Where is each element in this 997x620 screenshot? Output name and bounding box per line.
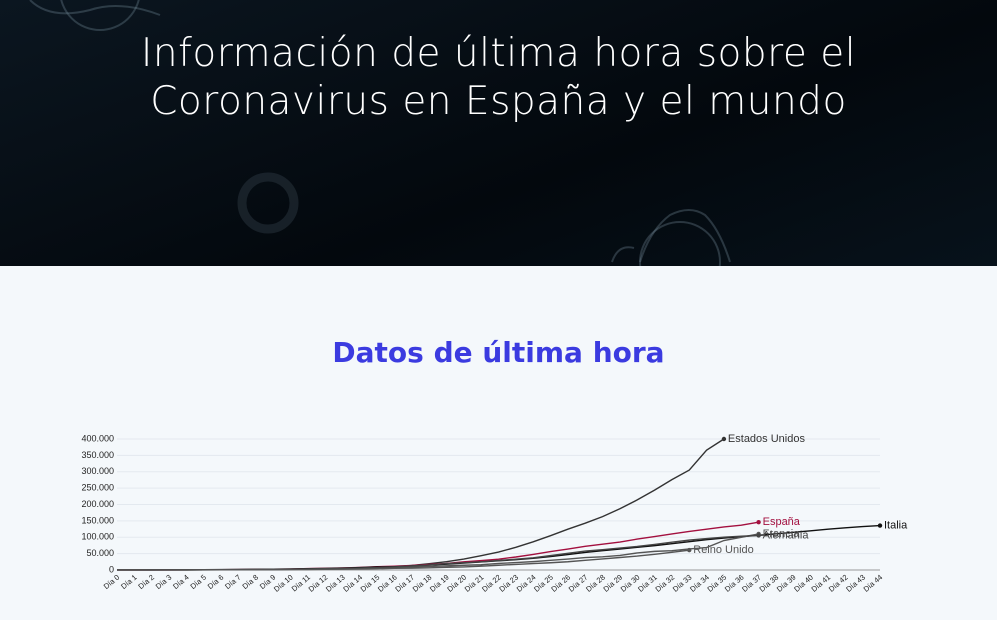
- y-tick-label: 150.000: [81, 515, 114, 525]
- y-tick-label: 0: [109, 564, 114, 574]
- x-tick-label: Día 7: [223, 573, 243, 591]
- hero-decoration: [29, 0, 731, 266]
- end-point: [756, 519, 761, 525]
- y-tick-label: 400.000: [81, 433, 114, 443]
- series-line: [116, 549, 690, 571]
- series-end-label: Reino Unido: [693, 544, 754, 556]
- y-tick-label: 200.000: [81, 499, 114, 509]
- x-tick-label: Día 0: [102, 573, 122, 591]
- x-tick-label: Día 6: [206, 573, 226, 591]
- hero-title: Información de última hora sobre el Coro…: [0, 30, 997, 126]
- x-tick-label: Día 3: [154, 573, 174, 591]
- y-tick-label: 300.000: [81, 466, 114, 476]
- hero-title-text: Información de última hora sobre el Coro…: [140, 31, 857, 124]
- section-title: Datos de última hora: [332, 336, 665, 369]
- x-tick-label: Día 1: [119, 573, 139, 591]
- end-point: [877, 523, 883, 528]
- series-end-label: Francia: [763, 528, 801, 540]
- end-point: [721, 436, 727, 442]
- y-tick-label: 100.000: [81, 532, 114, 542]
- x-tick-label: Día 2: [136, 573, 156, 591]
- x-tick-label: Día 44: [862, 573, 885, 594]
- series-end-label: Italia: [884, 519, 908, 531]
- x-tick-label: Día 10: [272, 573, 295, 594]
- y-tick-label: 50.000: [86, 548, 114, 558]
- series-end-label: Estados Unidos: [728, 433, 806, 445]
- end-point: [756, 533, 761, 538]
- y-tick-label: 350.000: [81, 450, 114, 460]
- x-tick-label: Día 8: [240, 573, 260, 591]
- hero: Información de última hora sobre el Coro…: [0, 0, 997, 266]
- y-tick-label: 250.000: [81, 483, 114, 493]
- end-point: [687, 547, 692, 553]
- x-tick-label: Día 5: [188, 573, 208, 591]
- series-end-label: Alemania: [763, 529, 810, 541]
- series-end-label: España: [763, 516, 801, 528]
- x-tick-label: Día 4: [171, 573, 191, 591]
